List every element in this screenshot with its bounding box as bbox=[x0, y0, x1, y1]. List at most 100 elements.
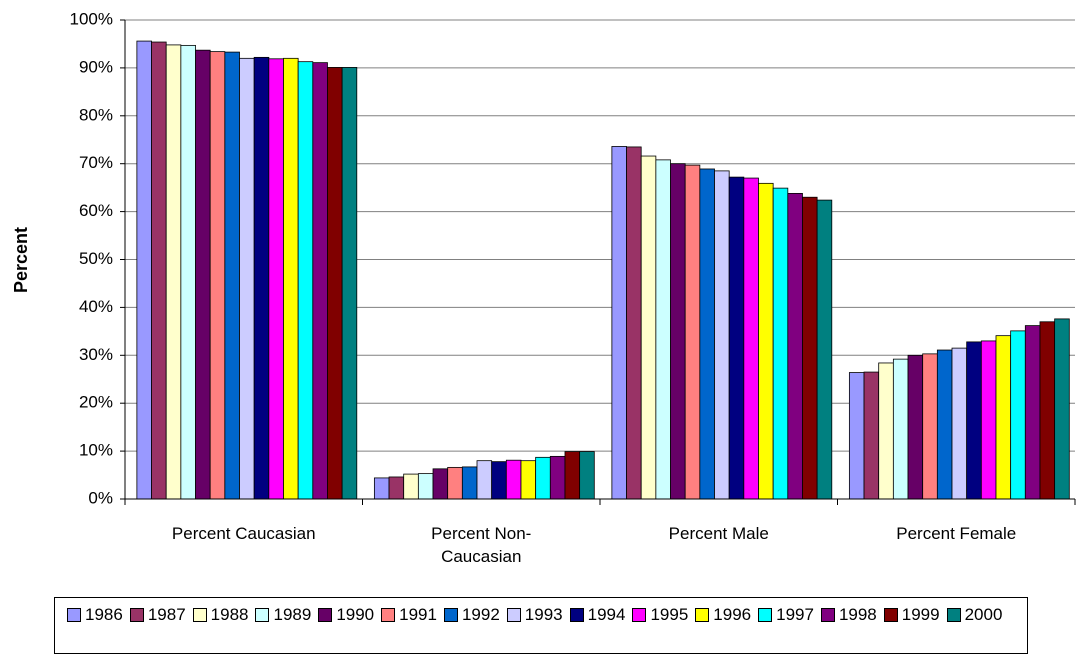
legend-swatch bbox=[192, 607, 207, 622]
bar bbox=[476, 460, 493, 500]
y-tick-label: 10% bbox=[79, 441, 113, 460]
bar bbox=[1054, 318, 1070, 500]
y-tick-label: 40% bbox=[79, 297, 113, 316]
legend-label: 1992 bbox=[461, 604, 500, 624]
bar bbox=[165, 44, 182, 500]
bar bbox=[520, 460, 537, 500]
legend-item: 1986 bbox=[67, 602, 123, 627]
legend-item: 1996 bbox=[695, 602, 751, 627]
x-tick-label: Percent Caucasian bbox=[171, 524, 316, 543]
x-tick-label: Percent Female bbox=[896, 524, 1017, 543]
y-axis-label: Percent bbox=[11, 227, 31, 293]
legend-swatch bbox=[820, 607, 835, 622]
y-tick-label: 90% bbox=[79, 57, 113, 76]
legend-item: 1991 bbox=[381, 602, 437, 627]
bar bbox=[922, 353, 938, 500]
x-tick-label: Percent Male bbox=[668, 524, 769, 543]
bar bbox=[327, 67, 343, 500]
bar bbox=[670, 163, 686, 500]
legend-label: 1997 bbox=[776, 604, 814, 624]
bar bbox=[640, 155, 657, 500]
legend: 1986 1987 1988 1989 1990 1991 1992 1993 1994 1995… bbox=[54, 597, 1028, 654]
y-tick-label: 50% bbox=[79, 249, 113, 268]
legend-swatch bbox=[695, 607, 710, 622]
legend-label: 1987 bbox=[147, 604, 186, 624]
bar bbox=[505, 459, 522, 500]
bar bbox=[341, 67, 358, 500]
legend-item: 1993 bbox=[506, 602, 563, 627]
y-tick-label: 80% bbox=[79, 105, 113, 124]
bar bbox=[1039, 321, 1056, 500]
y-tick-label: 20% bbox=[79, 393, 113, 412]
legend-swatch bbox=[318, 607, 333, 622]
bar bbox=[417, 473, 434, 500]
bar bbox=[491, 461, 507, 500]
legend-label: 1993 bbox=[524, 604, 563, 624]
legend-item: 1989 bbox=[255, 602, 311, 627]
bar bbox=[564, 451, 581, 500]
x-tick-label: Percent Non-Caucasian bbox=[431, 524, 532, 566]
bar bbox=[772, 187, 789, 500]
bar bbox=[388, 476, 405, 500]
bar bbox=[268, 58, 284, 500]
legend-label: 1989 bbox=[273, 604, 312, 624]
bar bbox=[151, 41, 167, 500]
bar bbox=[283, 57, 299, 500]
bar bbox=[136, 40, 152, 500]
bar bbox=[936, 349, 953, 500]
legend-item: 1988 bbox=[192, 602, 248, 627]
bar bbox=[907, 354, 924, 500]
legend-swatch bbox=[255, 607, 270, 622]
legend-label: 1998 bbox=[838, 604, 877, 624]
legend-swatch bbox=[381, 607, 396, 622]
y-tick-label: 100% bbox=[70, 9, 113, 28]
bar bbox=[728, 176, 745, 500]
bar bbox=[224, 51, 240, 500]
legend-item: 1997 bbox=[758, 602, 814, 627]
legend-item: 1998 bbox=[820, 602, 877, 627]
bar bbox=[239, 57, 255, 500]
bar bbox=[787, 192, 803, 500]
y-tick-label: 30% bbox=[79, 345, 113, 364]
legend-swatch bbox=[129, 607, 144, 622]
legend-swatch bbox=[569, 607, 584, 622]
y-tick-label: 70% bbox=[79, 153, 113, 172]
bar bbox=[195, 49, 211, 500]
legend-label: 1996 bbox=[713, 604, 752, 624]
legend-label: 1991 bbox=[399, 604, 437, 624]
legend-label: 1994 bbox=[587, 604, 626, 624]
bar bbox=[892, 358, 909, 500]
bar bbox=[297, 61, 314, 500]
bar bbox=[626, 146, 642, 500]
legend-label: 1986 bbox=[85, 604, 123, 624]
bar bbox=[312, 62, 328, 500]
bar bbox=[758, 182, 774, 500]
legend-item: 1994 bbox=[569, 602, 626, 627]
bar bbox=[802, 196, 818, 500]
bar bbox=[995, 335, 1012, 500]
bar bbox=[966, 341, 982, 500]
bar bbox=[461, 466, 478, 500]
bar bbox=[1010, 330, 1026, 500]
bar bbox=[611, 146, 627, 500]
legend-label: 1995 bbox=[650, 604, 689, 624]
legend-label: 1990 bbox=[336, 604, 375, 624]
bar bbox=[535, 456, 551, 500]
legend-item: 1995 bbox=[632, 602, 688, 627]
legend-label: 2000 bbox=[964, 604, 1003, 624]
legend-swatch bbox=[632, 607, 647, 622]
bar bbox=[816, 199, 833, 500]
bar bbox=[373, 477, 390, 500]
legend-swatch bbox=[946, 607, 961, 622]
bar bbox=[743, 177, 759, 500]
bar bbox=[863, 371, 880, 500]
bar bbox=[714, 170, 730, 500]
legend-item: 1992 bbox=[443, 602, 500, 627]
y-tick-label: 0% bbox=[88, 488, 113, 507]
legend-swatch bbox=[506, 607, 521, 622]
bar bbox=[209, 51, 226, 500]
legend-item: 1999 bbox=[883, 602, 940, 627]
bar bbox=[253, 56, 270, 500]
legend-swatch bbox=[758, 607, 773, 622]
